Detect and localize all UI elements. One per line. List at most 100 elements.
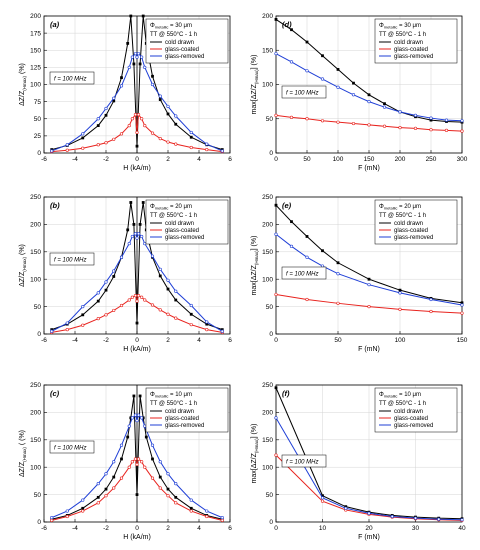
data-point (174, 482, 178, 486)
legend: Φmetallic = 10 μm TT @ 550°C - 1 h cold dr… (145, 387, 229, 433)
data-point (274, 113, 278, 117)
data-point (460, 518, 464, 522)
data-point (81, 498, 85, 502)
chart-panel-e: 0 50 100 150 0 50 100 150 200 250 F (mN) max[ΔZ/Z(H… (251, 194, 468, 353)
y-tick-label: 150 (30, 249, 41, 256)
x-tick-label: 150 (457, 337, 468, 344)
data-point (135, 236, 139, 240)
data-point (321, 249, 324, 253)
data-point (189, 509, 193, 513)
y-tick-label: 50 (34, 304, 42, 311)
data-point (321, 494, 324, 498)
data-point (174, 501, 178, 505)
data-point (158, 460, 162, 464)
y-tick-label: 50 (266, 116, 274, 123)
data-point (81, 146, 85, 150)
data-point (126, 42, 130, 45)
legend-entry: glass-removed (394, 54, 433, 60)
legend-diameter: Φmetallic = 30 μm (379, 23, 421, 30)
data-point (460, 119, 464, 123)
frequency-box (281, 454, 327, 468)
legend-entry: cold drawn (394, 221, 423, 227)
frequency-label: f = 100 MHz (286, 272, 319, 278)
data-point (429, 116, 433, 120)
data-point (112, 269, 116, 273)
data-point (65, 148, 69, 152)
data-point (150, 443, 155, 447)
data-point (132, 223, 136, 226)
data-point (143, 424, 147, 428)
data-point (220, 328, 224, 332)
data-point (119, 443, 124, 447)
data-point (96, 482, 100, 486)
data-point (383, 102, 386, 106)
data-point (220, 329, 224, 333)
data-point (138, 223, 142, 226)
data-point (289, 60, 294, 64)
data-point (444, 128, 449, 132)
data-point (96, 317, 100, 321)
data-point (130, 55, 134, 59)
data-point (189, 323, 193, 327)
data-point (158, 94, 162, 98)
y-tick-label: 100 (30, 464, 41, 471)
data-point (81, 132, 85, 136)
data-point (65, 328, 69, 332)
data-point (166, 487, 170, 491)
plot-frame (275, 196, 463, 335)
data-point (104, 487, 108, 491)
x-tick-label: 200 (395, 156, 406, 163)
y-tick-label: 150 (262, 249, 273, 256)
data-point (129, 201, 133, 204)
data-point (158, 274, 162, 278)
panel-label: (d) (282, 20, 292, 29)
data-point (127, 424, 131, 428)
data-point (189, 498, 193, 502)
y-tick-label: 150 (30, 437, 41, 444)
data-point (150, 82, 155, 87)
data-point (96, 299, 100, 303)
data-point (320, 499, 325, 503)
data-point (135, 493, 139, 496)
data-point (166, 112, 170, 116)
frequency-label: f = 100 MHz (54, 77, 87, 83)
y-tick-label: 0 (37, 150, 41, 157)
y-axis-label: ΔZ/Z(Hmax) (%) (19, 63, 27, 106)
data-point (135, 321, 139, 325)
frequency-box (49, 71, 95, 85)
legend-treatment: TT @ 550°C - 1 h (150, 401, 197, 407)
data-point (413, 126, 418, 130)
y-tick-label: 250 (262, 194, 273, 201)
data-point (129, 14, 133, 18)
data-point (112, 137, 116, 141)
data-point (81, 136, 85, 140)
data-point (119, 84, 124, 88)
data-point (351, 93, 356, 97)
data-point (305, 255, 309, 259)
frequency-box (49, 252, 95, 266)
data-point (126, 228, 130, 232)
y-tick-label: 50 (34, 492, 42, 499)
data-point (104, 113, 108, 117)
panel-label: (a) (50, 20, 60, 29)
data-point (220, 516, 224, 520)
data-point (81, 323, 85, 327)
data-point (143, 241, 147, 246)
panel-label: (c) (50, 389, 60, 398)
data-point (133, 294, 138, 298)
data-point (50, 149, 54, 153)
legend-treatment: TT @ 550°C - 1 h (150, 32, 197, 38)
data-point (150, 476, 155, 480)
data-point (104, 313, 108, 317)
data-point (320, 77, 325, 81)
data-point (119, 476, 124, 480)
x-tick-label: 50 (303, 156, 311, 163)
data-point (305, 69, 309, 73)
data-point (132, 394, 136, 398)
legend-entry: glass-coated (394, 228, 428, 234)
x-axis-label: H (kA/m) (123, 534, 151, 541)
legend-entry: glass-removed (394, 423, 433, 429)
data-point (166, 494, 170, 498)
data-point (336, 261, 340, 265)
data-point (220, 518, 224, 522)
